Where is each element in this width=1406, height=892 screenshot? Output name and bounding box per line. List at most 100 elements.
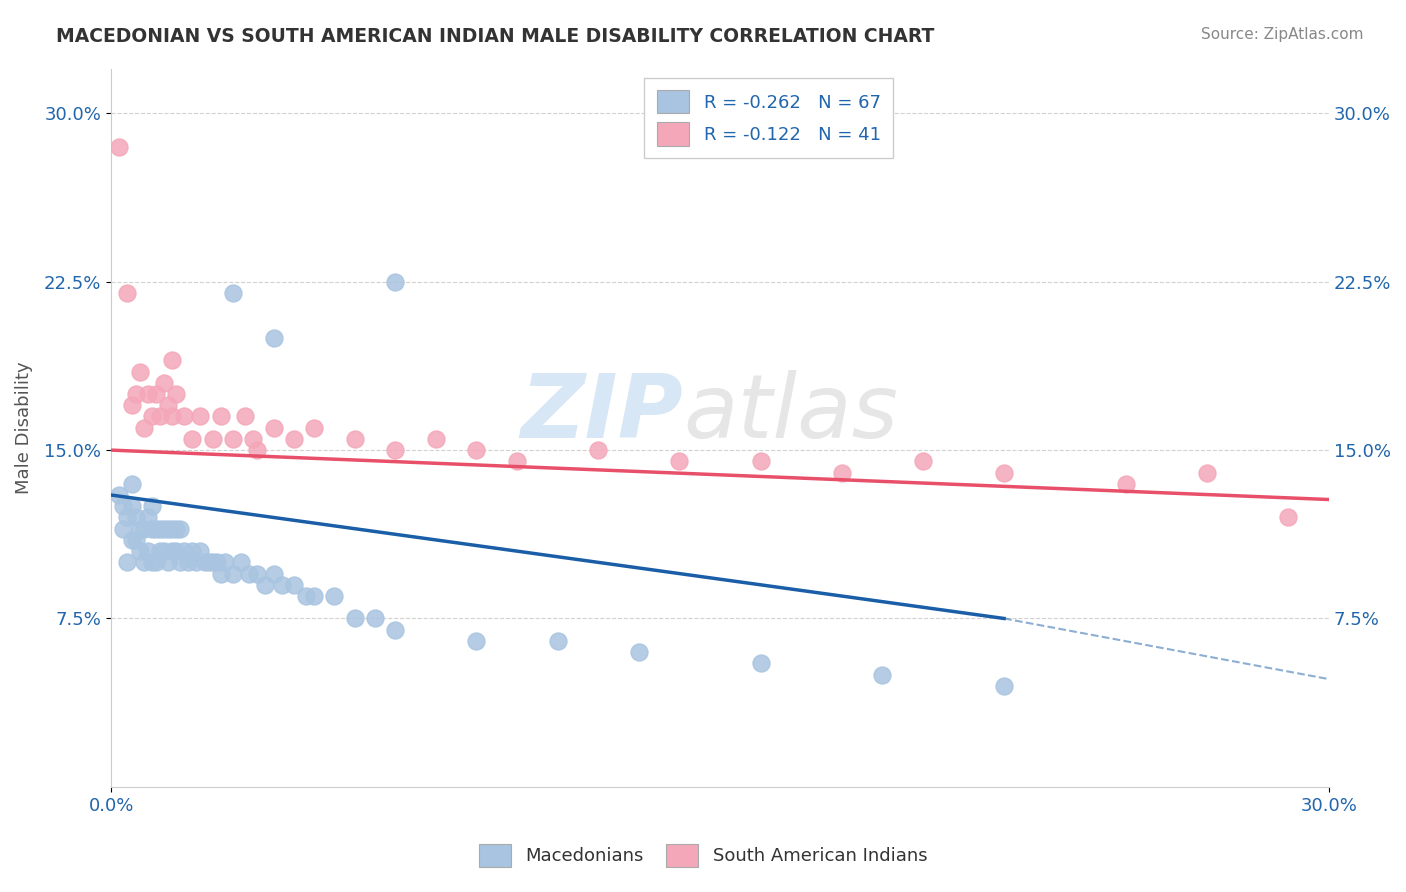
Point	[128, 544, 150, 558]
Point	[190, 409, 212, 424]
Point	[364, 611, 387, 625]
Point	[263, 566, 285, 581]
Point	[108, 140, 131, 154]
Point	[141, 555, 163, 569]
Point	[121, 476, 143, 491]
Point	[323, 589, 346, 603]
Point	[186, 555, 208, 569]
Point	[201, 555, 224, 569]
Point	[181, 432, 204, 446]
Point	[222, 566, 245, 581]
Point	[229, 555, 252, 569]
Point	[160, 544, 183, 558]
Point	[246, 443, 269, 458]
Point	[112, 500, 135, 514]
Point	[145, 522, 167, 536]
Point	[302, 420, 325, 434]
Point	[145, 387, 167, 401]
Point	[233, 409, 256, 424]
Point	[141, 409, 163, 424]
Point	[136, 544, 159, 558]
Point	[547, 634, 569, 648]
Point	[263, 331, 285, 345]
Point	[117, 510, 139, 524]
Point	[254, 578, 277, 592]
Point	[831, 466, 853, 480]
Point	[384, 623, 406, 637]
Point	[128, 365, 150, 379]
Point	[108, 488, 131, 502]
Point	[177, 555, 200, 569]
Point	[246, 566, 269, 581]
Point	[506, 454, 529, 468]
Point	[149, 544, 172, 558]
Legend: R = -0.262   N = 67, R = -0.122   N = 41: R = -0.262 N = 67, R = -0.122 N = 41	[644, 78, 893, 158]
Point	[911, 454, 934, 468]
Point	[1115, 476, 1137, 491]
Point	[149, 522, 172, 536]
Point	[343, 432, 366, 446]
Point	[124, 510, 146, 524]
Point	[169, 555, 191, 569]
Point	[384, 275, 406, 289]
Point	[136, 510, 159, 524]
Point	[295, 589, 318, 603]
Point	[173, 409, 195, 424]
Point	[181, 544, 204, 558]
Point	[209, 409, 232, 424]
Point	[141, 522, 163, 536]
Point	[169, 522, 191, 536]
Point	[749, 657, 772, 671]
Point	[153, 522, 176, 536]
Point	[160, 522, 183, 536]
Point	[425, 432, 447, 446]
Point	[627, 645, 650, 659]
Point	[263, 420, 285, 434]
Point	[214, 555, 236, 569]
Point	[193, 555, 215, 569]
Point	[160, 409, 183, 424]
Point	[128, 522, 150, 536]
Point	[190, 544, 212, 558]
Point	[112, 522, 135, 536]
Point	[993, 466, 1015, 480]
Point	[586, 443, 609, 458]
Point	[141, 500, 163, 514]
Point	[153, 544, 176, 558]
Point	[222, 285, 245, 300]
Text: Source: ZipAtlas.com: Source: ZipAtlas.com	[1201, 27, 1364, 42]
Legend: Macedonians, South American Indians: Macedonians, South American Indians	[471, 837, 935, 874]
Point	[465, 443, 488, 458]
Point	[209, 566, 232, 581]
Point	[145, 555, 167, 569]
Point	[160, 353, 183, 368]
Text: atlas: atlas	[683, 370, 898, 457]
Point	[132, 555, 155, 569]
Text: ZIP: ZIP	[520, 370, 683, 457]
Point	[242, 432, 264, 446]
Point	[132, 522, 155, 536]
Point	[993, 679, 1015, 693]
Y-axis label: Male Disability: Male Disability	[15, 361, 32, 494]
Point	[173, 544, 195, 558]
Point	[121, 398, 143, 412]
Point	[117, 285, 139, 300]
Point	[201, 432, 224, 446]
Point	[117, 555, 139, 569]
Point	[149, 409, 172, 424]
Point	[165, 387, 187, 401]
Point	[157, 398, 180, 412]
Point	[222, 432, 245, 446]
Point	[1277, 510, 1299, 524]
Point	[205, 555, 228, 569]
Point	[124, 387, 146, 401]
Point	[121, 533, 143, 547]
Point	[1195, 466, 1218, 480]
Point	[343, 611, 366, 625]
Text: MACEDONIAN VS SOUTH AMERICAN INDIAN MALE DISABILITY CORRELATION CHART: MACEDONIAN VS SOUTH AMERICAN INDIAN MALE…	[56, 27, 935, 45]
Point	[157, 522, 180, 536]
Point	[153, 376, 176, 390]
Point	[270, 578, 292, 592]
Point	[132, 420, 155, 434]
Point	[136, 387, 159, 401]
